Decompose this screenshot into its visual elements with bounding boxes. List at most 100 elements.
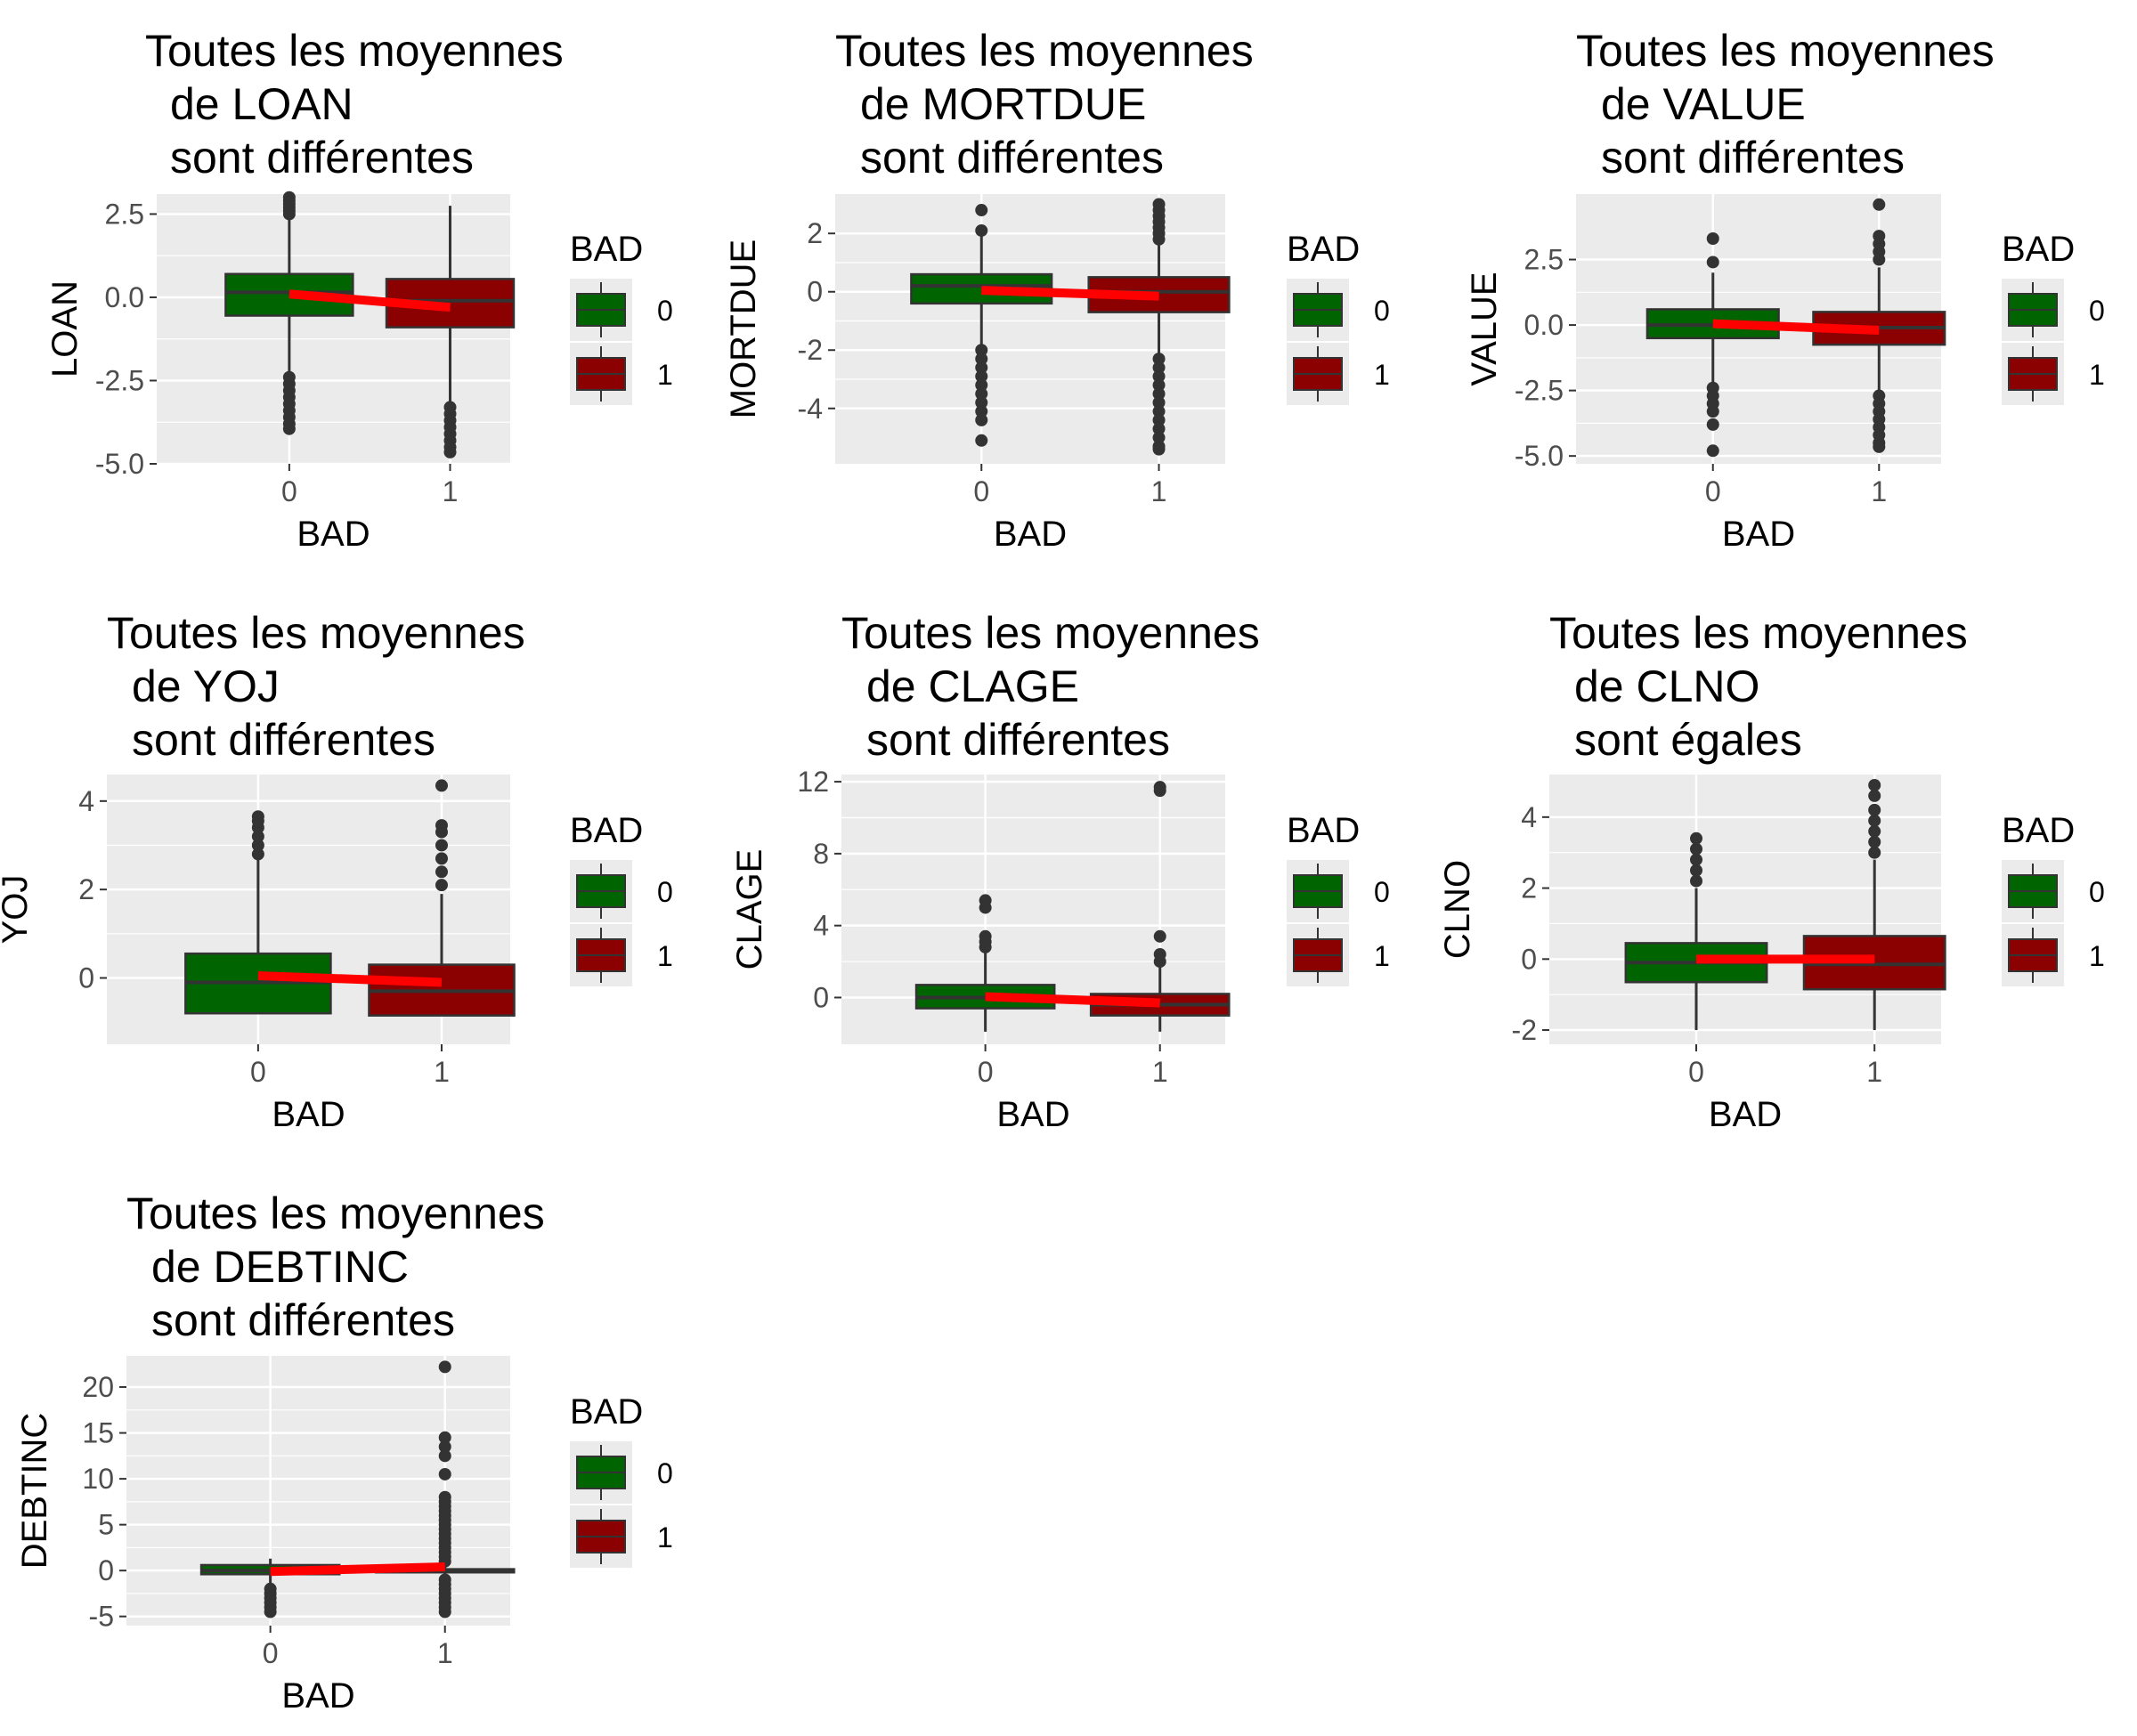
plot-panel xyxy=(1549,775,1941,1044)
y-tick-label: -5 xyxy=(89,1601,114,1633)
outlier-point xyxy=(1706,256,1719,269)
chart-title-line: de CLAGE xyxy=(866,661,1079,711)
y-tick-label: 0 xyxy=(98,1554,114,1586)
outlier-point xyxy=(1706,444,1719,458)
y-tick-label: 0 xyxy=(1521,943,1537,975)
y-tick-label: -2.5 xyxy=(95,364,144,396)
outlier-point xyxy=(435,852,448,865)
legend-label: 1 xyxy=(657,1521,673,1553)
chart-title: Toutes les moyennes xyxy=(841,608,1260,658)
x-tick-label: 0 xyxy=(978,1056,994,1088)
legend-label: 1 xyxy=(1374,359,1390,391)
outlier-point xyxy=(1152,353,1166,366)
x-tick-label: 0 xyxy=(281,475,297,507)
outlier-point xyxy=(1152,378,1166,392)
chart-title-line: sont différentes xyxy=(170,133,474,183)
y-axis-label: YOJ xyxy=(0,875,35,945)
outlier-point xyxy=(1153,929,1166,943)
chart-title-line: de DEBTINC xyxy=(151,1242,409,1292)
x-tick-label: 1 xyxy=(1151,475,1167,507)
y-tick-label: 0.0 xyxy=(1524,309,1564,341)
chart-title: Toutes les moyennes xyxy=(126,1188,545,1238)
outlier-point xyxy=(435,865,448,879)
mean-line xyxy=(985,992,1160,1008)
y-tick-label: 0 xyxy=(78,961,94,994)
chart-title-line: de LOAN xyxy=(170,79,353,129)
outlier-point xyxy=(1868,814,1881,827)
outlier-point xyxy=(1868,789,1881,802)
legend-label: 0 xyxy=(1374,876,1390,908)
legend-label: 1 xyxy=(2089,359,2105,391)
outlier-point xyxy=(1690,831,1702,845)
chart-title-line: sont différentes xyxy=(132,715,435,765)
outlier-point xyxy=(1868,778,1881,791)
legend-title: BAD xyxy=(2002,811,2075,850)
outlier-point xyxy=(1868,846,1881,859)
outlier-point xyxy=(1152,369,1166,383)
legend-label: 0 xyxy=(657,295,673,327)
outlier-point xyxy=(1868,824,1881,838)
plot-panel xyxy=(157,194,510,464)
outlier-point xyxy=(1152,387,1166,401)
y-tick-label: 0.0 xyxy=(105,281,144,313)
y-tick-label: 12 xyxy=(797,766,829,798)
x-tick-label: 1 xyxy=(1866,1056,1882,1088)
outlier-point xyxy=(1873,230,1886,243)
outlier-point xyxy=(1152,396,1166,410)
legend-label: 0 xyxy=(2089,876,2105,908)
outlier-point xyxy=(1868,803,1881,816)
outlier-point xyxy=(1690,853,1702,866)
outlier-point xyxy=(1152,361,1166,374)
outlier-point xyxy=(975,369,988,383)
outlier-point xyxy=(438,1360,451,1374)
outlier-point xyxy=(1152,405,1166,418)
y-tick-label: 2.5 xyxy=(105,198,144,230)
y-tick-label: 5 xyxy=(98,1509,114,1541)
outlier-point xyxy=(975,353,988,366)
outlier-point xyxy=(1153,948,1166,961)
x-axis-label: BAD xyxy=(996,1095,1069,1134)
outlier-point xyxy=(975,361,988,374)
outlier-point xyxy=(264,1605,277,1618)
y-tick-label: 4 xyxy=(1521,801,1537,833)
mean-line xyxy=(981,286,1159,301)
x-axis-label: BAD xyxy=(297,515,370,554)
legend-label: 0 xyxy=(2089,295,2105,327)
outlier-point xyxy=(975,378,988,392)
y-tick-label: 15 xyxy=(82,1417,114,1449)
outlier-point xyxy=(1690,842,1702,856)
x-axis-label: BAD xyxy=(994,515,1067,554)
legend-title: BAD xyxy=(570,230,643,269)
outlier-point xyxy=(282,191,296,204)
y-tick-label: -5.0 xyxy=(1515,440,1564,472)
outlier-point xyxy=(975,413,988,426)
outlier-point xyxy=(251,830,264,843)
x-tick-label: 1 xyxy=(434,1056,450,1088)
legend-title: BAD xyxy=(570,1392,643,1432)
legend-label: 1 xyxy=(657,359,673,391)
outlier-point xyxy=(1152,422,1166,435)
y-tick-label: 4 xyxy=(78,785,94,817)
outlier-point xyxy=(1873,440,1886,453)
y-tick-label: 2 xyxy=(807,217,823,249)
y-tick-label: -2 xyxy=(1512,1014,1537,1046)
y-axis-label: MORTDUE xyxy=(724,239,763,418)
outlier-point xyxy=(975,396,988,410)
chart-title: Toutes les moyennes xyxy=(145,26,564,76)
x-tick-label: 1 xyxy=(443,475,459,507)
y-tick-label: -2 xyxy=(798,334,823,366)
outlier-point xyxy=(1706,418,1719,431)
outlier-point xyxy=(251,810,264,823)
y-axis-label: CLAGE xyxy=(730,849,769,970)
outlier-point xyxy=(435,839,448,852)
outlier-point xyxy=(1152,442,1166,456)
x-tick-label: 1 xyxy=(437,1637,453,1669)
outlier-point xyxy=(1873,198,1886,211)
plot-panel xyxy=(126,1356,510,1626)
y-tick-label: 2 xyxy=(1521,872,1537,905)
chart-title-line: de MORTDUE xyxy=(860,79,1146,129)
legend-label: 0 xyxy=(1374,295,1390,327)
